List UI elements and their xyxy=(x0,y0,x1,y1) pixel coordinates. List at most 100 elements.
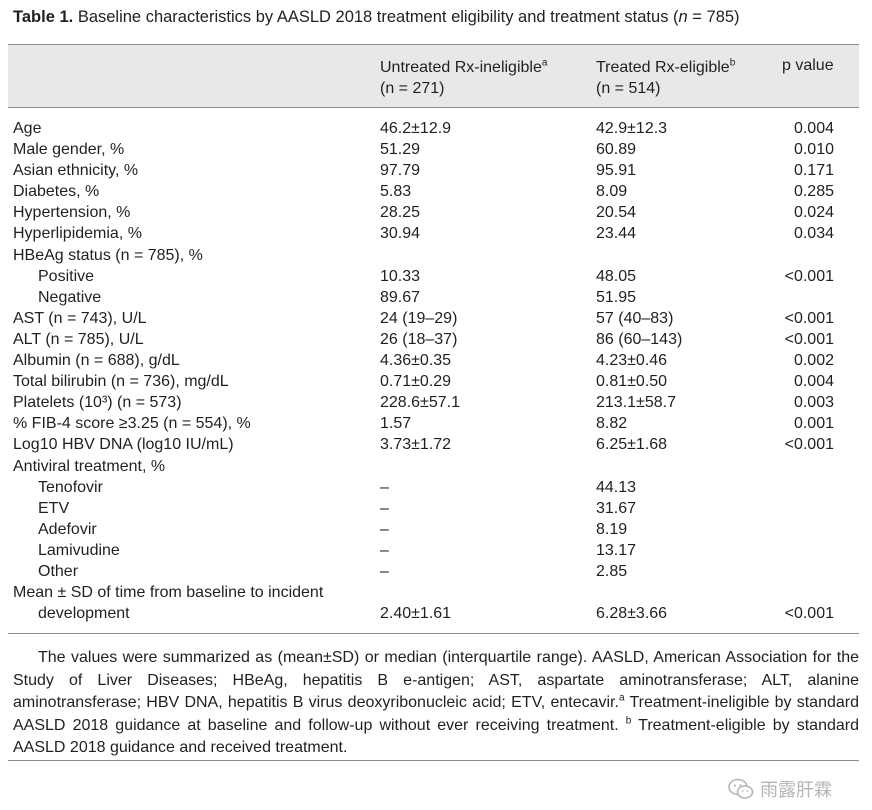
cell-untreated: 89.67 xyxy=(380,288,421,306)
footnote-b: Treatment-eligible by standard AASLD 201… xyxy=(13,716,859,757)
cell-untreated: – xyxy=(380,541,389,559)
row-label: Hypertension, % xyxy=(13,204,131,222)
cell-untreated: 2.40±1.61 xyxy=(380,605,452,623)
table-row: HBeAg status (n = 785), % xyxy=(0,245,872,266)
table-row: Positive 10.33 48.05 <0.001 xyxy=(0,266,872,287)
cell-untreated: 46.2±12.9 xyxy=(380,120,452,137)
cell-pvalue: 0.024 xyxy=(793,204,834,222)
cell-untreated: 26 (18–37) xyxy=(380,330,458,348)
table-row: Male gender, % 51.29 60.89 0.010 xyxy=(0,139,872,160)
table-row: Log10 HBV DNA (log10 IU/mL) 3.73±1.72 6.25… xyxy=(0,434,872,455)
cell-untreated: – xyxy=(380,520,389,538)
cell-pvalue: 0.171 xyxy=(793,162,834,180)
table-row: Negative 89.67 51.95 xyxy=(0,287,872,308)
table-row: Tenofovir – 44.13 xyxy=(0,477,872,498)
cell-untreated: 4.36±0.35 xyxy=(380,352,452,370)
row-label: Mean ± SD of time from baseline to incid… xyxy=(13,584,324,602)
table-row: development 2.40±1.61 6.28±3.66 <0.001 xyxy=(0,603,872,624)
row-label: Other xyxy=(38,562,79,580)
cell-pvalue: 0.285 xyxy=(793,183,834,201)
row-label: Adefovir xyxy=(38,520,97,538)
cell-treated: 31.67 xyxy=(596,499,637,517)
cell-pvalue: <0.001 xyxy=(784,267,834,285)
table-row: Hypertension, % 28.25 20.54 0.024 xyxy=(0,202,872,223)
table-row: Albumin (n = 688), g/dL 4.36±0.35 4.23±0.4… xyxy=(0,350,872,371)
table-header xyxy=(8,44,859,108)
row-label: Log10 HBV DNA (log10 IU/mL) xyxy=(13,436,234,454)
cell-untreated: 1.57 xyxy=(380,415,412,433)
cell-treated: 20.54 xyxy=(596,204,637,222)
cell-treated: 44.13 xyxy=(596,478,637,496)
cell-pvalue: 0.003 xyxy=(793,394,834,412)
cell-treated: 8.19 xyxy=(596,520,628,538)
row-label: Antiviral treatment, % xyxy=(13,457,166,475)
row-label: Negative xyxy=(38,288,102,306)
cell-treated: 213.1±58.7 xyxy=(596,394,676,412)
table-row: Mean ± SD of time from baseline to incid… xyxy=(0,582,872,603)
cell-treated: 95.91 xyxy=(596,162,637,180)
cell-untreated: 228.6±57.1 xyxy=(380,394,460,412)
header-col-pvalue: p value xyxy=(782,57,834,74)
header-col-treated-sup: b xyxy=(729,57,736,69)
table-body: Age 46.2±12.9 42.9±12.3 0.004 Male gender, … xyxy=(0,118,872,624)
cell-pvalue: <0.001 xyxy=(784,309,834,327)
table-row: ALT (n = 785), U/L 26 (18–37) 86 (60–143) <… xyxy=(0,329,872,350)
cell-treated: 51.95 xyxy=(596,288,637,306)
cell-untreated: – xyxy=(380,478,389,496)
cell-pvalue: 0.004 xyxy=(793,120,834,137)
table-row: Age 46.2±12.9 42.9±12.3 0.004 xyxy=(0,118,872,139)
cell-treated: 6.25±1.68 xyxy=(596,436,668,454)
title-n: n xyxy=(678,8,688,26)
cell-pvalue: <0.001 xyxy=(784,605,834,623)
row-label: Albumin (n = 688), g/dL xyxy=(13,352,180,370)
cell-treated: 86 (60–143) xyxy=(596,330,683,348)
cell-untreated: 24 (19–29) xyxy=(380,309,458,327)
cell-untreated: 5.83 xyxy=(380,183,412,201)
cell-pvalue: 0.002 xyxy=(793,352,834,370)
header-col-untreated-label: Untreated Rx-ineligible xyxy=(380,59,542,76)
watermark: 雨露肝霖 xyxy=(728,776,832,802)
cell-pvalue: <0.001 xyxy=(784,330,834,348)
row-label: Asian ethnicity, % xyxy=(13,162,139,180)
table-row: Platelets (10³) (n = 573) 228.6±57.1 213.1… xyxy=(0,392,872,413)
cell-untreated: 97.79 xyxy=(380,162,421,180)
wechat-icon xyxy=(728,778,754,799)
title-text-after: = 785) xyxy=(687,8,740,26)
row-label: Hyperlipidemia, % xyxy=(13,225,142,243)
footnote-a: Treatment-ineligible by standard AASLD 2… xyxy=(13,694,860,734)
cell-treated: 13.17 xyxy=(596,541,637,559)
footnote-a-sup: a xyxy=(618,692,625,704)
table-footnote: The values were summarized as (mean±SD) … xyxy=(13,647,859,760)
table-row: Total bilirubin (n = 736), mg/dL 0.71±0.2… xyxy=(0,371,872,392)
cell-treated: 8.82 xyxy=(596,415,628,433)
row-label: HBeAg status (n = 785), % xyxy=(13,246,203,264)
watermark-text: 雨露肝霖 xyxy=(760,780,832,800)
table-row: Adefovir – 8.19 xyxy=(0,519,872,540)
cell-treated: 0.81±0.50 xyxy=(596,373,668,391)
cell-pvalue: 0.004 xyxy=(793,373,834,391)
cell-untreated: 30.94 xyxy=(380,225,421,243)
row-label: Total bilirubin (n = 736), mg/dL xyxy=(13,373,229,391)
cell-treated: 23.44 xyxy=(596,225,637,243)
row-label: Lamivudine xyxy=(38,541,120,559)
cell-pvalue: 0.034 xyxy=(793,225,834,243)
row-label: ALT (n = 785), U/L xyxy=(13,330,144,348)
header-col-untreated: Untreated Rx-ineligiblea (n = 271) xyxy=(380,57,547,99)
table-row: ETV – 31.67 xyxy=(0,498,872,519)
row-label: development xyxy=(38,605,130,623)
cell-untreated: – xyxy=(380,499,389,517)
table-row: AST (n = 743), U/L 24 (19–29) 57 (40–83) <0… xyxy=(0,308,872,329)
row-label: Tenofovir xyxy=(38,478,103,496)
row-label: Platelets (10³) (n = 573) xyxy=(13,394,182,412)
cell-untreated: 51.29 xyxy=(380,141,421,159)
footnote-bottom-rule xyxy=(8,760,859,761)
cell-untreated: 3.73±1.72 xyxy=(380,436,452,454)
cell-treated: 4.23±0.46 xyxy=(596,352,668,370)
cell-pvalue: 0.001 xyxy=(793,415,834,433)
header-col-treated-label: Treated Rx-eligible xyxy=(596,59,730,76)
cell-untreated: 0.71±0.29 xyxy=(380,373,452,391)
cell-treated: 2.85 xyxy=(596,562,628,580)
header-col-untreated-sup: a xyxy=(541,57,548,69)
cell-treated: 6.28±3.66 xyxy=(596,605,668,623)
footnote-b-sup: b xyxy=(625,715,632,727)
